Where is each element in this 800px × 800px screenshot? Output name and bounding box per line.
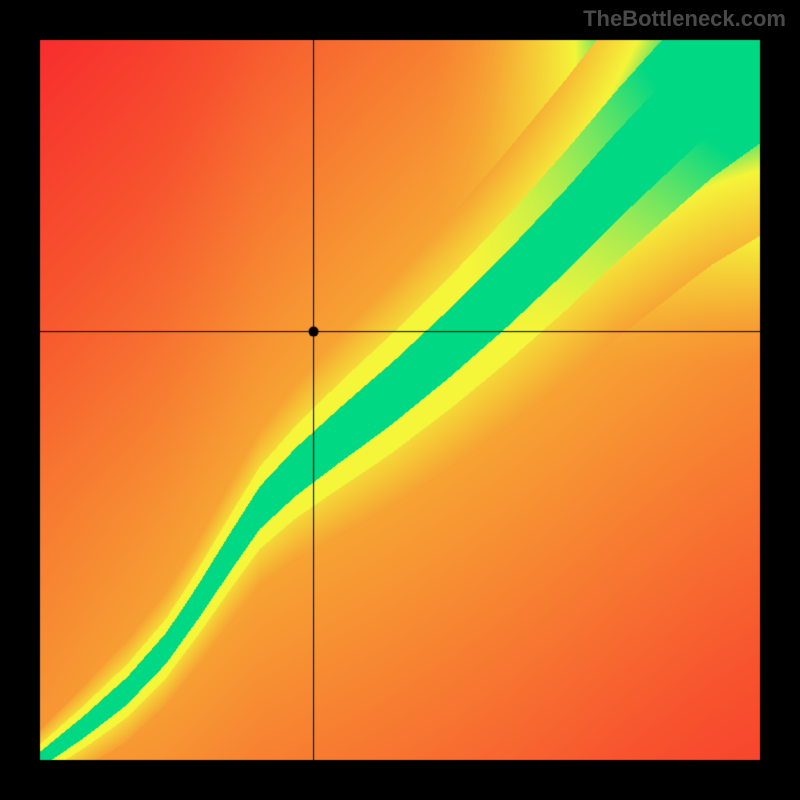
- chart-container: TheBottleneck.com: [0, 0, 800, 800]
- watermark-text: TheBottleneck.com: [583, 6, 786, 32]
- bottleneck-heatmap-canvas: [0, 0, 800, 800]
